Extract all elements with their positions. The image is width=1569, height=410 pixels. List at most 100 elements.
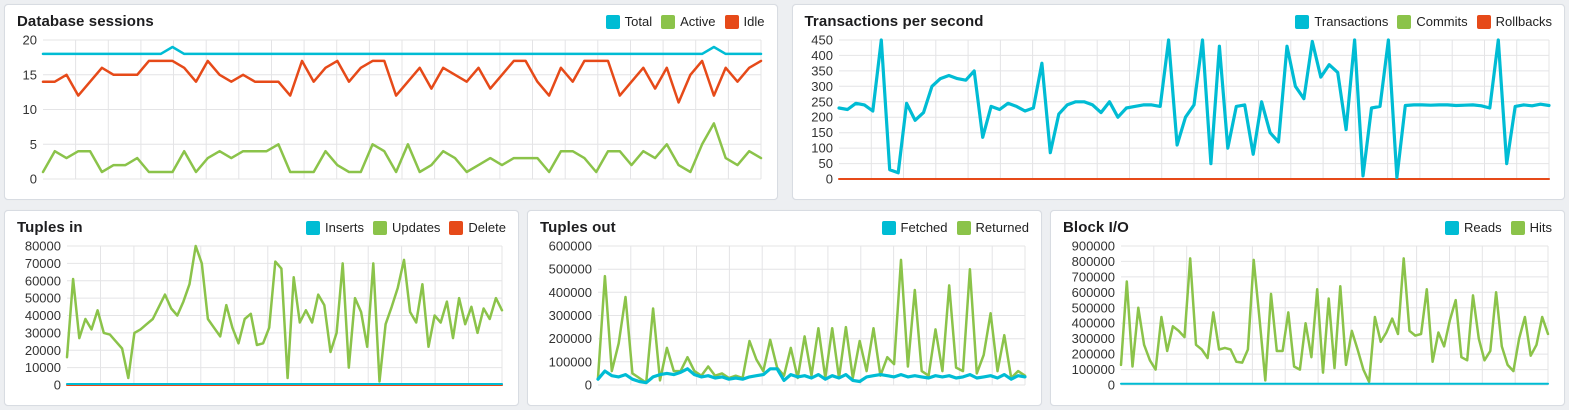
chart-legend: Reads Hits xyxy=(1445,220,1552,235)
chart-transactions-per-second: 0 50 100 150 200 250 300 350 400 450 xyxy=(795,32,1559,195)
svg-text:300: 300 xyxy=(811,79,833,94)
chart-title-tuples-out: Tuples out xyxy=(540,219,616,236)
chart-legend: Transactions Commits Rollbacks xyxy=(1295,14,1552,29)
svg-text:400000: 400000 xyxy=(1072,316,1115,331)
panel-header: Tuples in Inserts Updates Delete xyxy=(5,211,518,236)
legend-item-transactions: Transactions xyxy=(1295,14,1388,29)
chart-title-transactions-per-second: Transactions per second xyxy=(804,13,984,30)
svg-text:200000: 200000 xyxy=(1072,347,1115,362)
chart-legend: Total Active Idle xyxy=(605,14,765,29)
legend-label: Total xyxy=(624,14,653,29)
svg-text:900000: 900000 xyxy=(1072,239,1115,254)
panel-header: Tuples out Fetched Returned xyxy=(528,211,1041,236)
legend-item-updates: Updates xyxy=(373,220,440,235)
legend-label: Fetched xyxy=(900,220,948,235)
svg-text:200000: 200000 xyxy=(549,331,592,346)
legend-label: Transactions xyxy=(1314,14,1389,29)
chart-title-block-io: Block I/O xyxy=(1063,219,1129,236)
svg-text:0: 0 xyxy=(54,378,61,393)
svg-text:250: 250 xyxy=(811,94,833,109)
legend-item-rollbacks: Rollbacks xyxy=(1476,14,1552,29)
legend-swatch xyxy=(305,220,320,235)
chart-block-io: 0 100000 200000 300000 400000 500000 600000 700… xyxy=(1053,238,1558,401)
legend-label: Inserts xyxy=(324,220,364,235)
svg-text:300000: 300000 xyxy=(1072,331,1115,346)
svg-text:450: 450 xyxy=(811,33,833,48)
legend-swatch xyxy=(1510,220,1525,235)
legend-label: Idle xyxy=(743,14,765,29)
panel-block-io: Block I/O Reads Hits 0 100000 200000 300000 4… xyxy=(1050,210,1565,406)
legend-swatch xyxy=(661,14,676,29)
legend-item-inserts: Inserts xyxy=(305,220,364,235)
legend-label: Returned xyxy=(975,220,1029,235)
dashboard-top-row: Database sessions Total Active Idle 0 5 10 15… xyxy=(4,4,1565,200)
legend-label: Updates xyxy=(392,220,441,235)
svg-text:15: 15 xyxy=(23,67,37,82)
panel-database-sessions: Database sessions Total Active Idle 0 5 10 15… xyxy=(4,4,778,200)
panel-transactions-per-second: Transactions per second Transactions Comm… xyxy=(791,4,1565,200)
legend-swatch xyxy=(956,220,971,235)
svg-text:400000: 400000 xyxy=(549,285,592,300)
legend-item-delete: Delete xyxy=(449,220,506,235)
svg-text:400: 400 xyxy=(811,48,833,63)
svg-text:600000: 600000 xyxy=(549,239,592,254)
chart-database-sessions: 0 5 10 15 20 xyxy=(7,32,771,195)
legend-item-idle: Idle xyxy=(724,14,765,29)
legend-swatch xyxy=(605,14,620,29)
svg-text:500000: 500000 xyxy=(1072,300,1115,315)
svg-text:300000: 300000 xyxy=(549,308,592,323)
svg-text:800000: 800000 xyxy=(1072,254,1115,269)
svg-text:150: 150 xyxy=(811,125,833,140)
legend-item-fetched: Fetched xyxy=(881,220,948,235)
svg-text:80000: 80000 xyxy=(25,239,61,254)
svg-text:10000: 10000 xyxy=(25,360,61,375)
legend-item-total: Total xyxy=(605,14,653,29)
svg-text:0: 0 xyxy=(1108,378,1115,393)
svg-text:100: 100 xyxy=(811,141,833,156)
legend-label: Hits xyxy=(1529,220,1552,235)
svg-text:60000: 60000 xyxy=(25,273,61,288)
panel-header: Database sessions Total Active Idle xyxy=(5,5,777,30)
legend-swatch xyxy=(449,220,464,235)
dashboard-bottom-row: Tuples in Inserts Updates Delete 0 10000 200… xyxy=(4,210,1565,406)
panel-header: Block I/O Reads Hits xyxy=(1051,211,1564,236)
legend-label: Rollbacks xyxy=(1495,14,1552,29)
svg-text:500000: 500000 xyxy=(549,262,592,277)
svg-text:20: 20 xyxy=(23,33,37,48)
svg-text:700000: 700000 xyxy=(1072,269,1115,284)
svg-text:100000: 100000 xyxy=(549,354,592,369)
chart-title-tuples-in: Tuples in xyxy=(17,219,83,236)
svg-text:30000: 30000 xyxy=(25,325,61,340)
legend-item-returned: Returned xyxy=(956,220,1029,235)
panel-header: Transactions per second Transactions Comm… xyxy=(793,5,1565,30)
svg-text:5: 5 xyxy=(30,137,37,152)
svg-text:20000: 20000 xyxy=(25,343,61,358)
legend-label: Delete xyxy=(468,220,506,235)
svg-text:200: 200 xyxy=(811,110,833,125)
panel-tuples-in: Tuples in Inserts Updates Delete 0 10000 200… xyxy=(4,210,519,406)
legend-swatch xyxy=(1445,220,1460,235)
chart-title-database-sessions: Database sessions xyxy=(17,13,154,30)
svg-text:0: 0 xyxy=(585,378,592,393)
legend-swatch xyxy=(724,14,739,29)
legend-label: Active xyxy=(680,14,716,29)
chart-legend: Fetched Returned xyxy=(881,220,1029,235)
svg-text:50000: 50000 xyxy=(25,291,61,306)
svg-text:600000: 600000 xyxy=(1072,285,1115,300)
svg-text:350: 350 xyxy=(811,63,833,78)
svg-text:0: 0 xyxy=(825,172,832,187)
legend-swatch xyxy=(881,220,896,235)
svg-text:10: 10 xyxy=(23,102,37,117)
svg-text:100000: 100000 xyxy=(1072,362,1115,377)
svg-text:40000: 40000 xyxy=(25,308,61,323)
legend-swatch xyxy=(373,220,387,235)
legend-swatch xyxy=(1295,14,1310,29)
svg-text:0: 0 xyxy=(30,172,37,187)
chart-tuples-out: 0 100000 200000 300000 400000 500000 600000 xyxy=(530,238,1035,401)
legend-item-active: Active xyxy=(661,14,716,29)
legend-item-commits: Commits xyxy=(1397,14,1468,29)
chart-tuples-in: 0 10000 20000 30000 40000 50000 60000 70000 8000… xyxy=(7,238,512,401)
panel-tuples-out: Tuples out Fetched Returned 0 100000 200000… xyxy=(527,210,1042,406)
legend-label: Commits xyxy=(1416,14,1468,29)
svg-text:70000: 70000 xyxy=(25,256,61,271)
